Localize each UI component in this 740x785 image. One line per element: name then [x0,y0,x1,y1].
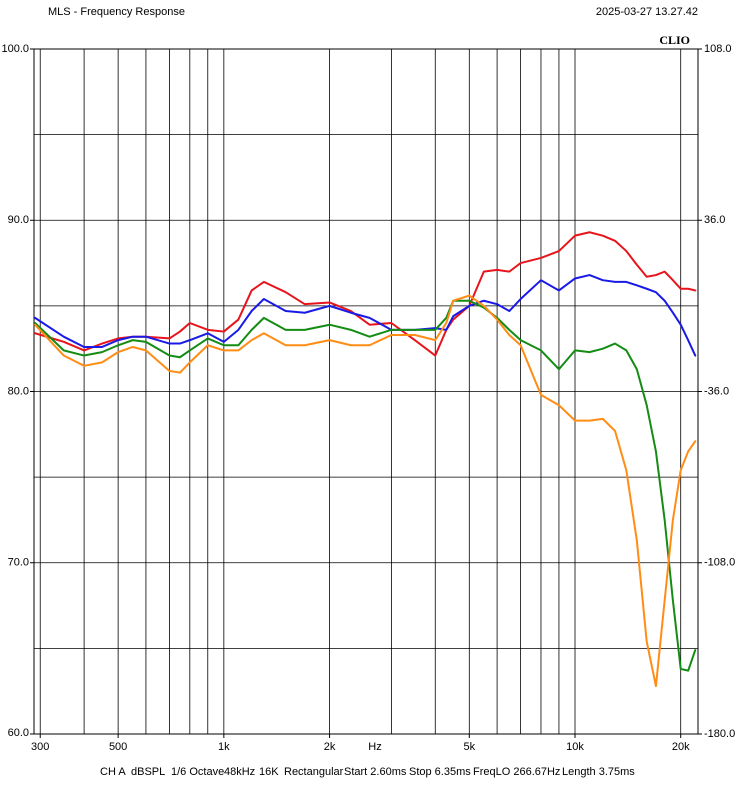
series-line [34,299,697,672]
y-tick-label: 80.0 [8,385,29,397]
y2-tick-label: 108.0 [704,43,732,55]
x-tick-label: 2k [324,741,336,753]
x-tick-label: 300 [31,741,49,753]
x-tick-label: 1k [218,741,230,753]
footer-item: Start 2.60ms [344,766,407,778]
y2-tick-label: -36.0 [704,385,729,397]
y-tick-label: 90.0 [8,214,29,226]
y2-tick-label: -180.0 [704,728,735,740]
footer-item: Length 3.75ms [562,766,635,778]
x-tick-label: 20k [672,741,690,753]
y-tick-label: 100.0 [1,43,29,55]
x-tick-label: 10k [566,741,584,753]
series-line [34,231,697,357]
y2-tick-label: -108.0 [704,557,735,569]
x-tick-label: 500 [109,741,127,753]
x-unit: Hz [368,741,381,753]
footer-item: FreqLO 266.67Hz [473,766,560,778]
series-line [34,274,697,357]
chart-title: MLS - Frequency Response [48,6,185,18]
footer-item: Rectangular [284,766,344,778]
y-tick-label: 70.0 [8,557,29,569]
series-line [34,294,697,688]
footer-item: 16K [259,766,279,778]
footer-item: Stop 6.35ms [409,766,471,778]
y-tick-label: 60.0 [8,727,29,739]
footer-item: dBSPL [131,766,165,778]
footer-item: 1/6 Octave [171,766,224,778]
timestamp: 2025-03-27 13.27.42 [596,6,698,18]
x-tick-label: 5k [463,741,475,753]
brand: CLIO [659,33,690,47]
footer-item: CH A [100,766,126,778]
footer-item: 48kHz [224,766,255,778]
y2-tick-label: 36.0 [704,214,725,226]
